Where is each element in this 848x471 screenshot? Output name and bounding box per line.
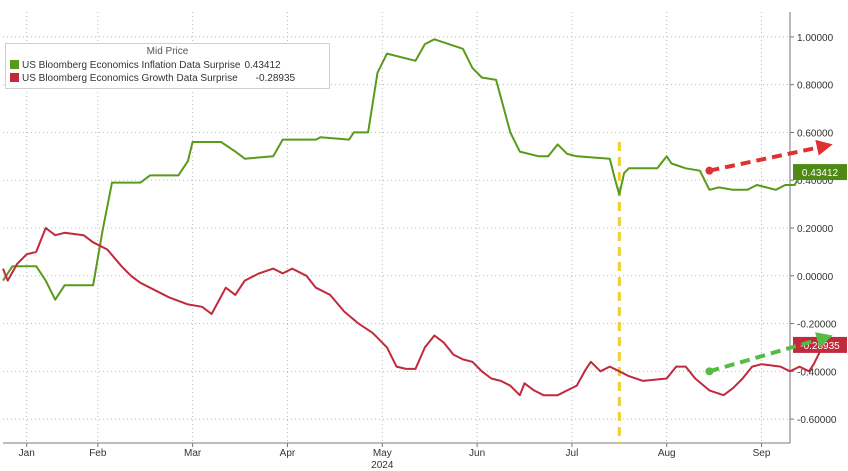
legend-swatch-inflation — [10, 60, 19, 69]
series-line-1 — [2, 227, 825, 397]
x-tick-label-6: Jul — [566, 448, 579, 459]
y-tick-label-4: 0.20000 — [797, 224, 834, 235]
x-tick-label-7: Aug — [658, 448, 676, 459]
legend-value-growth: -0.28935 — [255, 73, 296, 84]
arrow-head-0 — [815, 139, 833, 156]
y-tick-label-3: 0.40000 — [797, 176, 834, 187]
x-tick-label-5: Jun — [469, 448, 485, 459]
last-value-badge-0 — [793, 164, 847, 181]
last-value-label-0: 0.43412 — [802, 168, 839, 179]
legend-title: Mid Price — [146, 46, 189, 57]
y-tick-label-5: 0.00000 — [797, 272, 834, 283]
y-tick-label-2: 0.60000 — [797, 128, 834, 139]
arrow-head-1 — [815, 332, 833, 348]
arrow-shaft-1 — [708, 338, 818, 374]
x-tick-label-0: Jan — [19, 448, 35, 459]
y-tick-label-7: -0.40000 — [797, 367, 837, 378]
legend-label-inflation: US Bloomberg Economics Inflation Data Su… — [22, 60, 241, 71]
legend-swatch-growth — [10, 73, 19, 82]
series-line-0 — [2, 38, 824, 301]
legend: Mid Price US Bloomberg Economics Inflati… — [5, 43, 330, 89]
y-tick-label-0: 1.00000 — [797, 33, 834, 44]
y-tick-label-1: 0.80000 — [797, 81, 834, 92]
arrow-shaft-0 — [708, 145, 818, 173]
x-tick-label-4: May — [373, 448, 392, 459]
x-tick-label-1: Feb — [89, 448, 107, 459]
x-tick-label-3: Apr — [280, 448, 296, 459]
legend-entry-growth: US Bloomberg Economics Growth Data Surpr… — [10, 73, 295, 84]
x-tick-label-8: Sep — [753, 448, 771, 459]
legend-entry-inflation: US Bloomberg Economics Inflation Data Su… — [10, 60, 281, 71]
y-tick-label-8: -0.60000 — [797, 415, 837, 426]
y-tick-label-6: -0.20000 — [797, 320, 837, 331]
x-tick-label-2: Mar — [184, 448, 202, 459]
x-axis-year-label: 2024 — [371, 460, 394, 471]
legend-value-inflation: 0.43412 — [244, 60, 281, 71]
legend-label-growth: US Bloomberg Economics Growth Data Surpr… — [22, 73, 238, 84]
